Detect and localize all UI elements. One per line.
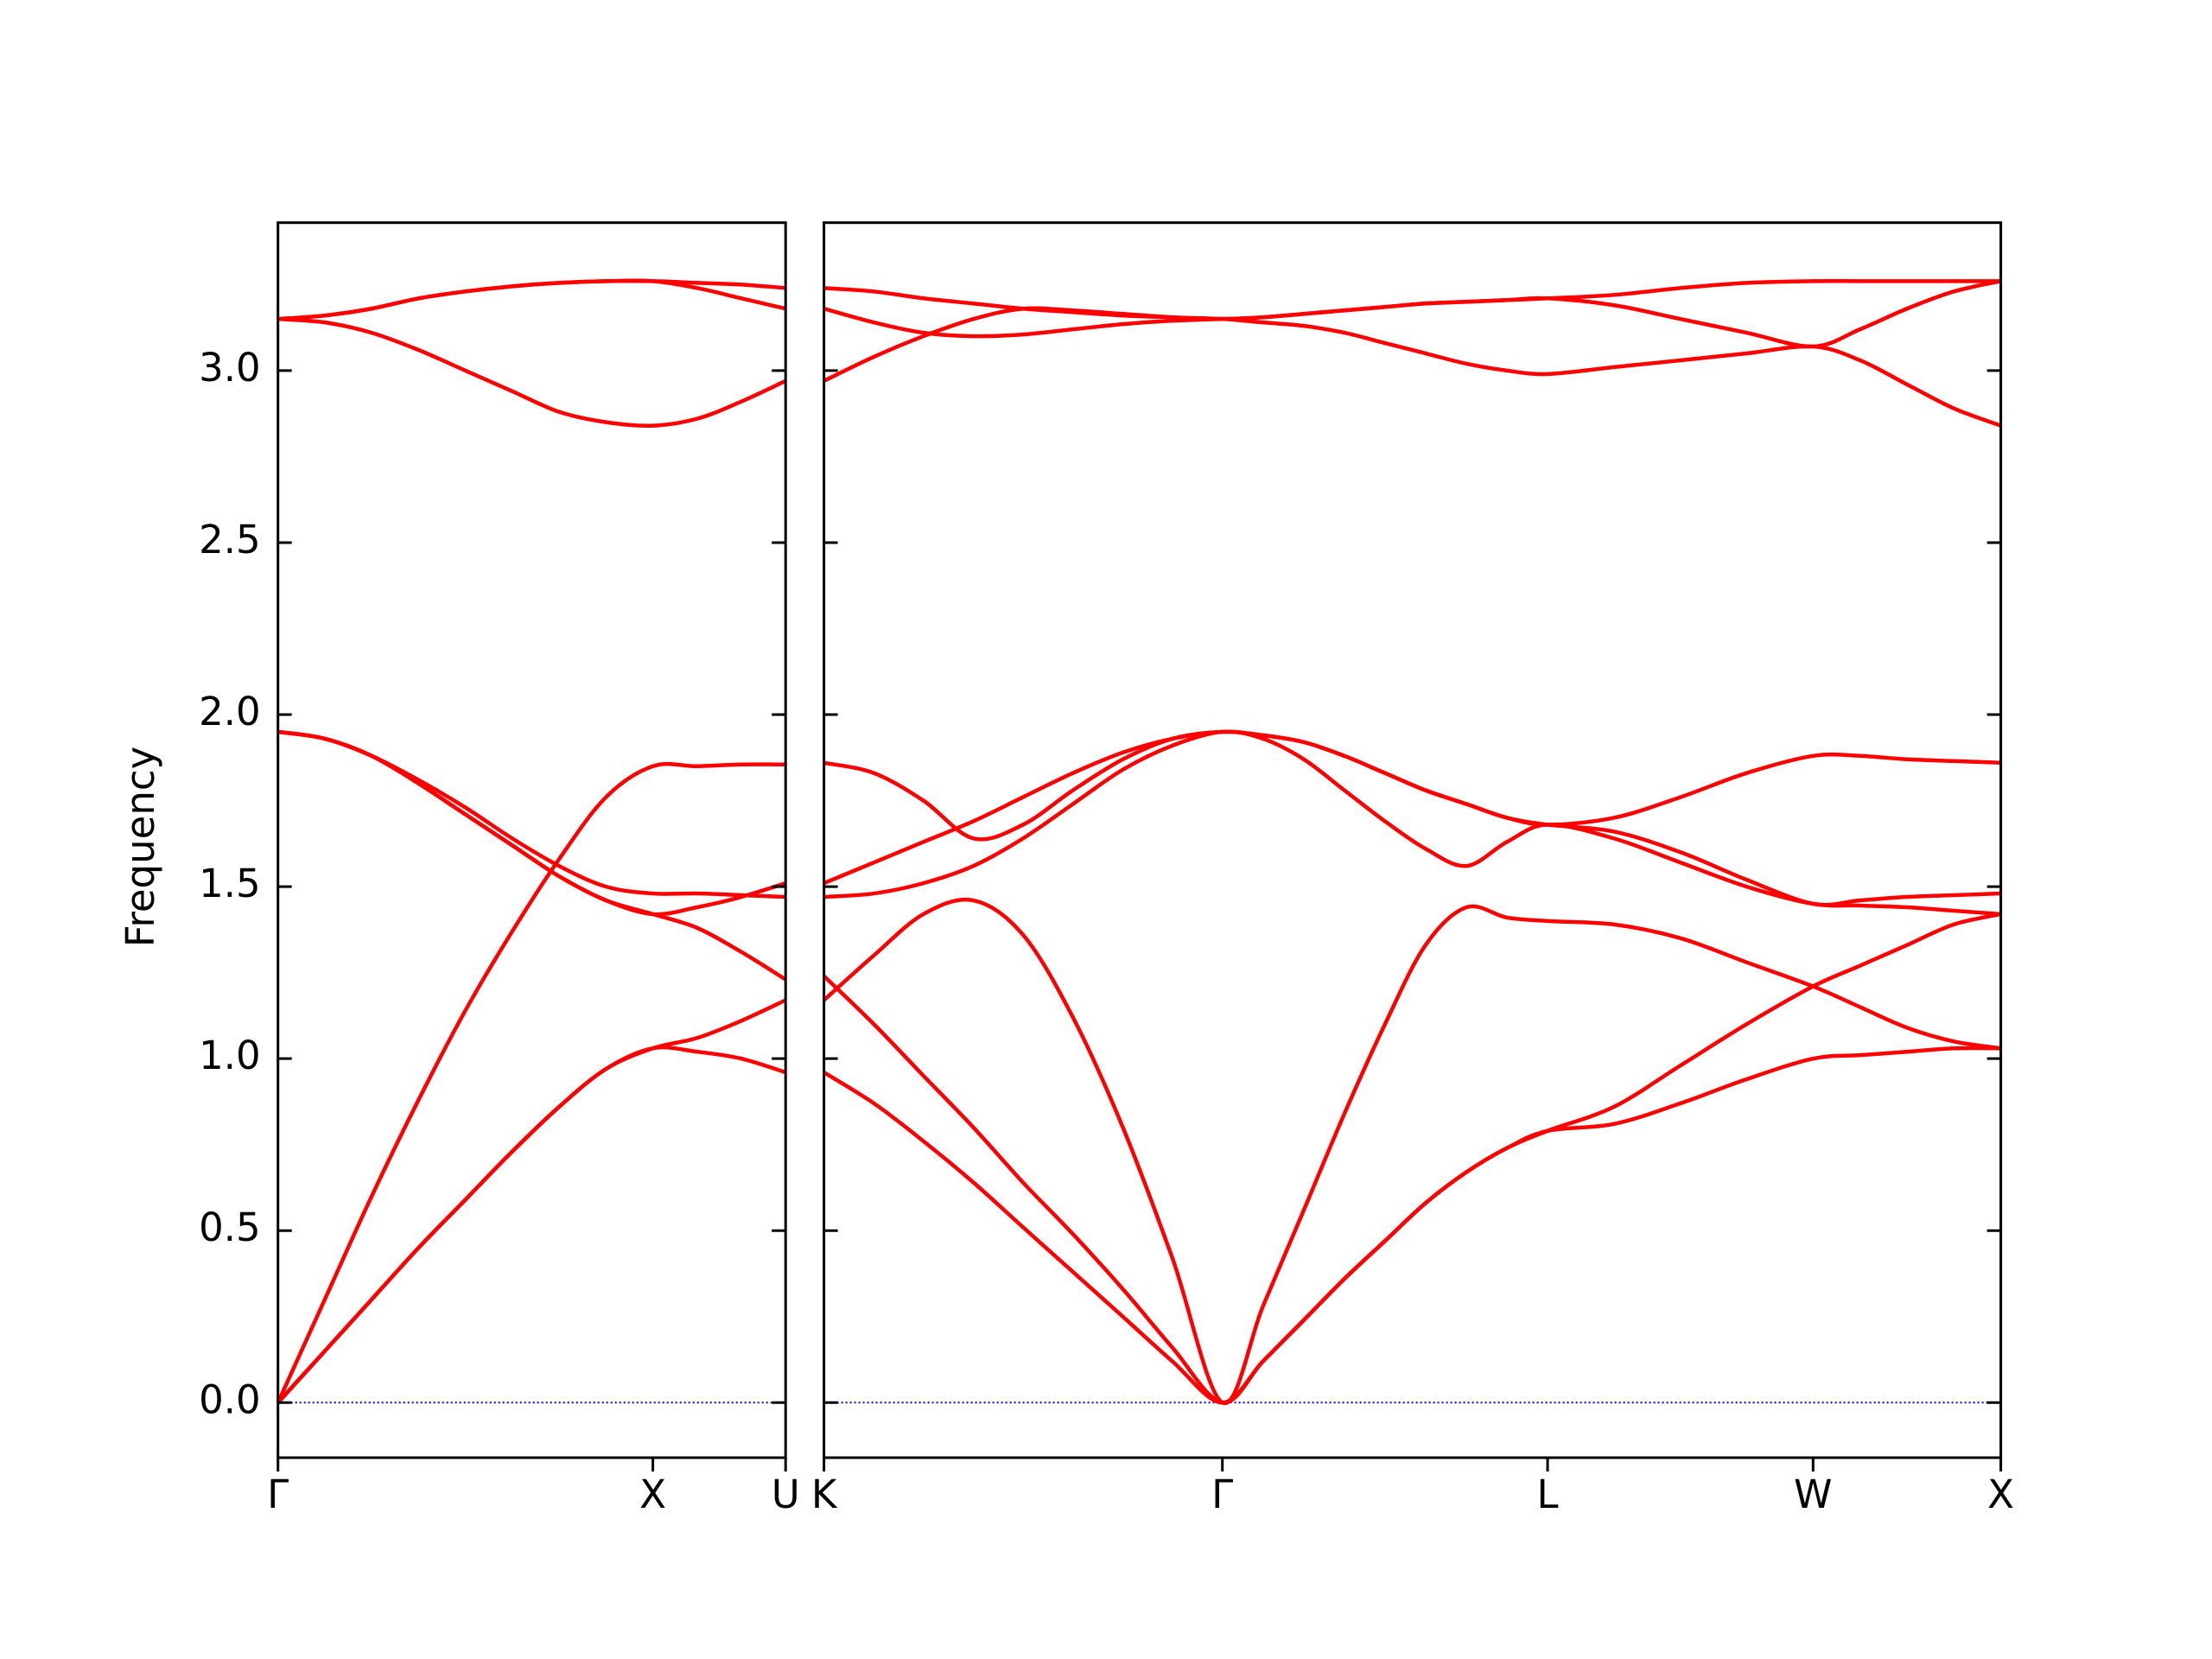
band-line xyxy=(823,912,2002,1405)
y-tick-label: 3.0 xyxy=(199,345,261,391)
band-line xyxy=(276,998,787,1404)
x-tick-label: X xyxy=(639,1471,666,1517)
band-line xyxy=(277,729,786,899)
band-line xyxy=(277,316,787,428)
band-line xyxy=(823,278,2001,321)
y-tick-label: 2.0 xyxy=(199,689,261,734)
band-line xyxy=(823,729,2001,907)
band-line xyxy=(276,1045,786,1404)
band-line xyxy=(276,761,786,1404)
band-line xyxy=(823,897,2001,1406)
band-line xyxy=(277,278,786,321)
x-tick-label: L xyxy=(1537,1471,1559,1517)
x-tick-label: K xyxy=(811,1471,838,1517)
y-tick-label: 0.0 xyxy=(199,1376,261,1422)
band-line xyxy=(823,306,2002,428)
band-line xyxy=(823,1046,2001,1405)
y-tick-label: 0.5 xyxy=(199,1205,261,1250)
y-tick-label: 2.5 xyxy=(199,517,261,563)
y-tick-label: 1.5 xyxy=(199,861,261,906)
y-axis-label: Frequency xyxy=(118,747,163,947)
y-tick-label: 1.0 xyxy=(199,1033,261,1078)
x-tick-label: Γ xyxy=(267,1471,289,1517)
plot-frame xyxy=(823,221,2003,1459)
x-tick-label: X xyxy=(1987,1471,2014,1517)
plot-frame xyxy=(276,221,787,1459)
band-line xyxy=(823,729,2001,917)
x-tick-label: W xyxy=(1794,1471,1833,1517)
band-line xyxy=(277,729,786,917)
x-tick-label: Γ xyxy=(1211,1471,1233,1517)
band-line xyxy=(277,729,787,982)
x-tick-label: U xyxy=(772,1471,800,1517)
